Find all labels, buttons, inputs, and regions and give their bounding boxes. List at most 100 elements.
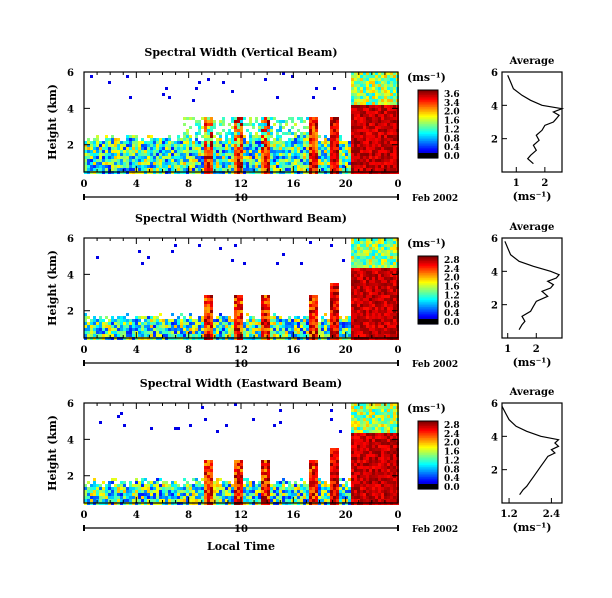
heatmap-cell (309, 460, 312, 463)
heatmap-cell (333, 475, 336, 478)
heatmap-cell (171, 313, 174, 316)
heatmap-cell (252, 150, 255, 153)
heatmap-cell (339, 499, 342, 502)
heatmap-cell (144, 484, 147, 487)
heatmap-cell (387, 96, 390, 99)
heatmap-cell (99, 493, 102, 496)
heatmap-cell (354, 90, 357, 93)
heatmap-cell (195, 132, 198, 135)
heatmap-cell (315, 469, 318, 472)
heatmap-cell (321, 484, 324, 487)
heatmap-cell (390, 84, 393, 87)
x-tick-label: 16 (286, 510, 300, 521)
heatmap-cell (108, 81, 111, 84)
heatmap-cell (366, 421, 369, 424)
heatmap-cell (225, 316, 228, 319)
heatmap-cell (390, 87, 393, 90)
heatmap-cell (237, 472, 240, 475)
colorbar-segment (418, 421, 438, 424)
heatmap-cell (144, 499, 147, 502)
heatmap-cell (375, 150, 378, 153)
heatmap-cell (177, 334, 180, 337)
heatmap-cell (357, 415, 360, 418)
heatmap-cell (273, 138, 276, 141)
heatmap-cell (84, 162, 87, 165)
heatmap-cell (114, 162, 117, 165)
heatmap-cell (366, 295, 369, 298)
heatmap-cell (252, 490, 255, 493)
colorbar-segment (418, 105, 438, 108)
heatmap-cell (360, 409, 363, 412)
heatmap-cell (291, 484, 294, 487)
heatmap-cell (357, 472, 360, 475)
heatmap-cell (372, 123, 375, 126)
heatmap-cell (300, 493, 303, 496)
colorbar-segment (418, 276, 438, 279)
heatmap-cell (384, 259, 387, 262)
heatmap-cell (99, 325, 102, 328)
heatmap-cell (243, 487, 246, 490)
heatmap-cell (378, 244, 381, 247)
heatmap-cell (102, 156, 105, 159)
heatmap-cell (297, 162, 300, 165)
heatmap-cell (387, 403, 390, 406)
heatmap-cell (378, 289, 381, 292)
heatmap-cell (204, 316, 207, 319)
heatmap-cell (378, 487, 381, 490)
heatmap-cell (360, 162, 363, 165)
heatmap-cell (387, 322, 390, 325)
heatmap-cell (210, 319, 213, 322)
heatmap-cell (351, 250, 354, 253)
heatmap-cell (201, 165, 204, 168)
heatmap-cell (285, 487, 288, 490)
heatmap-cell (393, 241, 396, 244)
heatmap-cell (318, 487, 321, 490)
heatmap-cell (354, 265, 357, 268)
heatmap-cell (189, 165, 192, 168)
heatmap-cell (225, 147, 228, 150)
heatmap-cell (126, 325, 129, 328)
heatmap-cell (318, 331, 321, 334)
heatmap-cell (186, 499, 189, 502)
heatmap-cell (354, 241, 357, 244)
heatmap-cell (387, 144, 390, 147)
heatmap-cell (279, 421, 282, 424)
heatmap-cell (120, 150, 123, 153)
heatmap-cell (366, 310, 369, 313)
heatmap-cell (378, 93, 381, 96)
heatmap-cell (273, 162, 276, 165)
heatmap-cell (354, 81, 357, 84)
heatmap-cell (258, 147, 261, 150)
heatmap-cell (162, 319, 165, 322)
heatmap-cell (369, 484, 372, 487)
heatmap-cell (333, 328, 336, 331)
heatmap-cell (393, 454, 396, 457)
heatmap-cell (375, 241, 378, 244)
heatmap-cell (201, 126, 204, 129)
heatmap-cell (126, 334, 129, 337)
heatmap-cell (111, 144, 114, 147)
heatmap-cell (333, 117, 336, 120)
heatmap-cell (393, 421, 396, 424)
heatmap-cell (378, 436, 381, 439)
heatmap-cell (363, 96, 366, 99)
heatmap-cell (366, 93, 369, 96)
heatmap-cell (237, 313, 240, 316)
heatmap-cell (261, 126, 264, 129)
heatmap-cell (267, 496, 270, 499)
heatmap-cell (273, 316, 276, 319)
heatmap-cell (363, 421, 366, 424)
heatmap-cell (231, 493, 234, 496)
heatmap-cell (312, 135, 315, 138)
heatmap-cell (372, 141, 375, 144)
heatmap-cell (309, 132, 312, 135)
heatmap-cell (369, 129, 372, 132)
heatmap-cell (267, 493, 270, 496)
heatmap-cell (366, 490, 369, 493)
heatmap-cell (99, 487, 102, 490)
heatmap-cell (375, 156, 378, 159)
heatmap-cell (330, 135, 333, 138)
heatmap-cell (267, 120, 270, 123)
heatmap-cell (99, 499, 102, 502)
heatmap-cell (273, 331, 276, 334)
